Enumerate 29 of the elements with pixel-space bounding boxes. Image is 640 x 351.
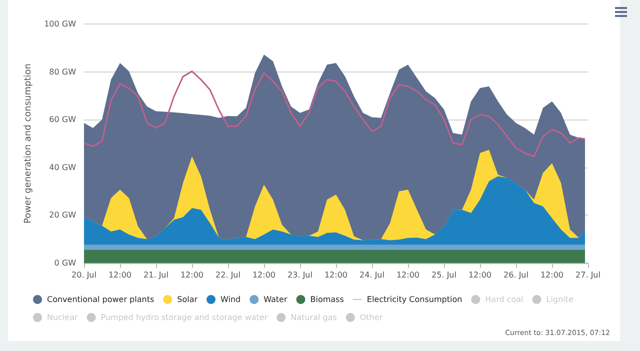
- x-tick-label: 12:00: [468, 270, 492, 280]
- y-tick-label: 100 GW: [44, 20, 76, 28]
- legend-label: Conventional power plants: [47, 295, 154, 304]
- legend-label: Water: [264, 295, 288, 304]
- x-tick-label: 12:00: [108, 270, 132, 280]
- legend-label: Wind: [220, 295, 241, 304]
- legend-label: Solar: [177, 295, 198, 304]
- legend-label: Biomass: [310, 295, 344, 304]
- y-tick-label: 80 GW: [49, 67, 76, 76]
- x-tick-label: 26. Jul: [504, 270, 528, 280]
- x-tick-label: 20. Jul: [72, 270, 96, 280]
- x-tick-label: 25. Jul: [432, 270, 456, 280]
- x-tick-label: 12:00: [324, 270, 348, 280]
- x-tick-label: 24. Jul: [360, 270, 384, 280]
- legend-label: Electricity Consumption: [366, 295, 462, 304]
- x-tick-label: 12:00: [396, 270, 420, 280]
- y-tick-label: 20 GW: [49, 210, 76, 220]
- x-tick-label: 12:00: [540, 270, 564, 280]
- x-tick-label: 22. Jul: [216, 270, 240, 280]
- x-tick-label: 12:00: [252, 270, 276, 280]
- y-axis-title: Power generation and consumption: [24, 64, 34, 224]
- y-tick-label: 40 GW: [49, 162, 76, 172]
- y-tick-label: 60 GW: [49, 115, 76, 124]
- x-tick-label: 12:00: [180, 270, 204, 280]
- line-series: [83, 70, 586, 158]
- x-tick-label: 21. Jul: [144, 270, 168, 280]
- x-tick-label: 23. Jul: [288, 270, 312, 280]
- x-tick-label: 27. Jul: [576, 270, 600, 280]
- y-tick-label: 0 GW: [54, 258, 76, 268]
